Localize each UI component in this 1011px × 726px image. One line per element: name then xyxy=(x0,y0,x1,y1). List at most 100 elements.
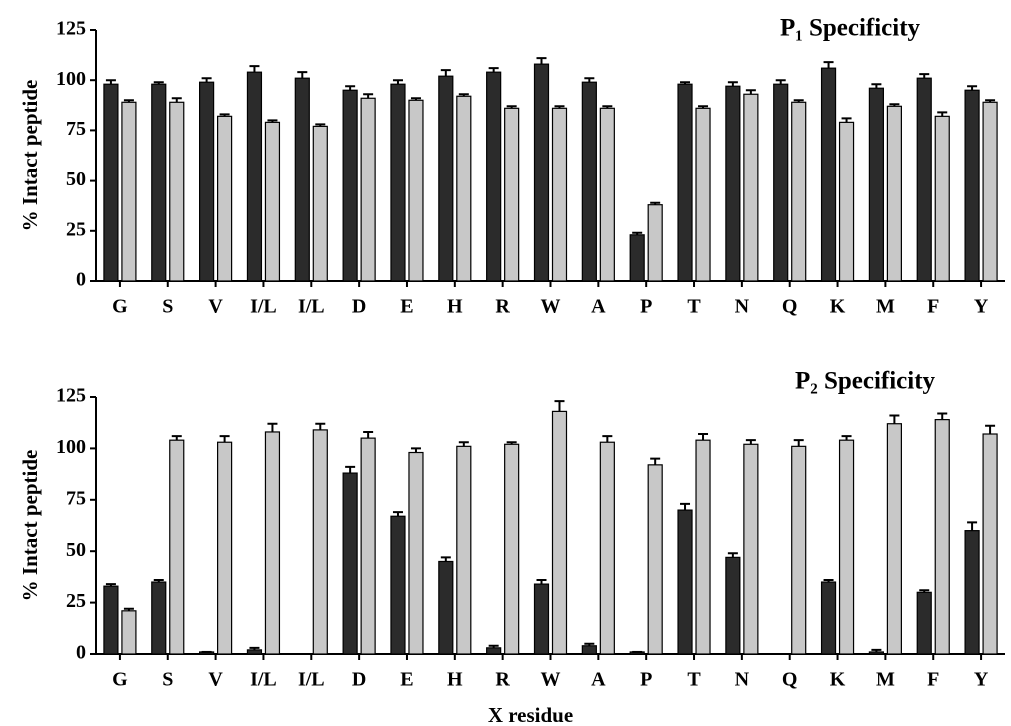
error-bar xyxy=(410,97,421,101)
bar xyxy=(360,437,376,655)
bar xyxy=(103,585,119,655)
bar xyxy=(246,71,263,282)
error-bar xyxy=(488,67,499,73)
bar xyxy=(408,451,424,655)
error-bar xyxy=(345,85,356,91)
x-tick-label: P xyxy=(640,296,652,318)
bar xyxy=(551,107,568,282)
error-bar xyxy=(297,71,308,79)
error-bar xyxy=(171,97,182,103)
error-bar xyxy=(171,435,182,441)
error-bar xyxy=(410,447,421,453)
error-bar xyxy=(392,511,403,517)
bar xyxy=(964,530,980,655)
x-tick-label: V xyxy=(208,296,223,318)
bar xyxy=(820,581,837,655)
y-tick-label: 50 xyxy=(66,168,86,190)
error-bar xyxy=(249,65,260,73)
error-bar xyxy=(937,412,948,420)
bar xyxy=(486,71,502,282)
error-bar xyxy=(267,119,278,123)
bar xyxy=(103,83,119,282)
error-bar xyxy=(506,105,517,109)
bar xyxy=(151,83,167,282)
bar xyxy=(743,93,759,282)
bar xyxy=(312,429,328,655)
error-bar xyxy=(345,465,356,474)
error-bar xyxy=(249,646,260,650)
y-tick-label: 75 xyxy=(66,118,86,140)
error-bar xyxy=(315,123,326,127)
bar xyxy=(169,439,185,655)
error-bar xyxy=(650,201,661,205)
bar xyxy=(312,125,328,282)
bar xyxy=(264,121,281,282)
x-tick-label: Q xyxy=(782,296,798,318)
bar xyxy=(408,99,424,282)
x-tick-label: I/L xyxy=(298,296,325,318)
bar xyxy=(504,107,520,282)
bar xyxy=(677,509,693,655)
error-bar xyxy=(680,502,691,511)
error-bar xyxy=(123,99,134,103)
x-tick-label: R xyxy=(495,669,510,691)
x-tick-label: V xyxy=(208,669,223,691)
error-bar xyxy=(823,61,834,69)
x-tick-label: Y xyxy=(974,296,989,318)
error-bar xyxy=(105,583,116,587)
error-bar xyxy=(488,644,499,648)
error-bar xyxy=(536,57,547,65)
error-bar xyxy=(363,93,374,99)
bar xyxy=(390,83,406,282)
error-bar xyxy=(871,83,882,89)
error-bar xyxy=(602,435,613,443)
x-tick-label: H xyxy=(447,669,463,691)
x-axis-label: X residue xyxy=(488,703,573,726)
x-tick-label: K xyxy=(830,669,846,691)
bar xyxy=(886,105,902,282)
error-bar xyxy=(440,69,451,77)
bar xyxy=(916,591,932,655)
error-bar xyxy=(919,589,930,593)
bar xyxy=(169,101,185,282)
bar xyxy=(599,441,615,655)
error-bar xyxy=(967,521,978,531)
x-tick-label: K xyxy=(830,296,846,318)
bar xyxy=(982,101,998,282)
error-bar xyxy=(985,424,996,435)
bar xyxy=(438,560,454,655)
bar xyxy=(533,63,550,282)
bar xyxy=(647,204,663,282)
bar xyxy=(934,115,950,282)
x-tick-label: T xyxy=(687,669,701,691)
bar xyxy=(504,443,520,655)
error-bar xyxy=(727,81,738,87)
error-bar xyxy=(985,99,996,103)
y-axis-label: % Intact peptide xyxy=(18,80,42,232)
error-bar xyxy=(219,435,230,443)
bar xyxy=(486,647,502,655)
bar xyxy=(725,556,741,655)
y-tick-label: 125 xyxy=(56,18,86,40)
x-tick-label: T xyxy=(687,296,701,318)
error-bar xyxy=(871,648,882,652)
error-bar xyxy=(506,441,517,445)
bar xyxy=(390,515,406,655)
error-bar xyxy=(823,578,834,583)
bar xyxy=(868,651,884,655)
bar xyxy=(246,649,263,655)
y-tick-label: 25 xyxy=(66,590,86,612)
bar xyxy=(677,83,693,282)
error-bar xyxy=(727,552,738,558)
bar xyxy=(264,431,281,655)
error-bar xyxy=(440,556,451,562)
error-bar xyxy=(937,111,948,117)
bar xyxy=(916,77,932,282)
bar xyxy=(294,77,310,282)
x-tick-label: D xyxy=(352,296,366,318)
x-tick-label: F xyxy=(927,669,939,691)
error-bar xyxy=(632,231,643,235)
error-bar xyxy=(458,93,469,97)
x-tick-label: M xyxy=(876,296,895,318)
